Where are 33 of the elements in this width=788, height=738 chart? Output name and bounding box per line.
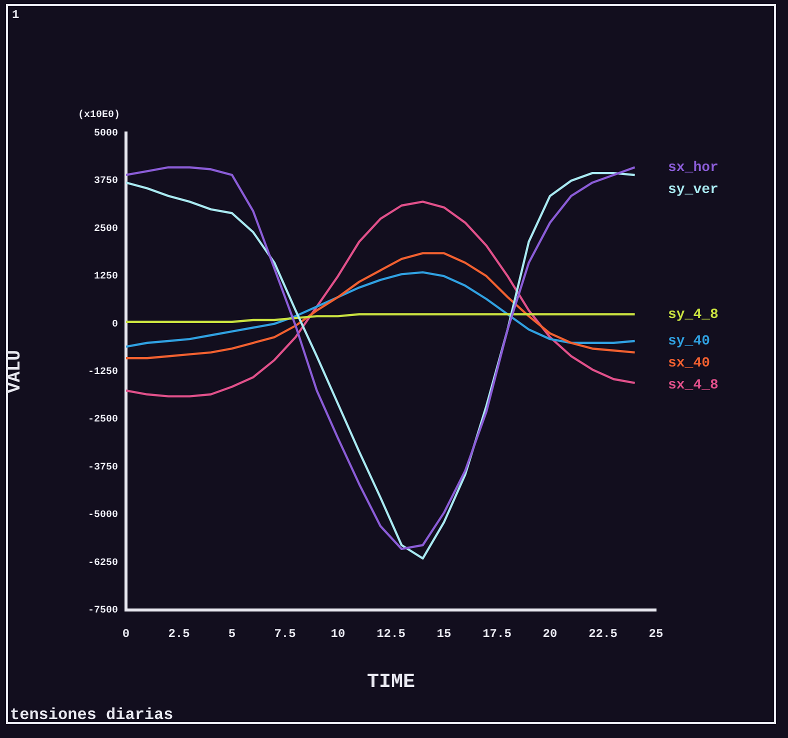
text: sy_40 (668, 334, 710, 350)
x-tick-label: 15 (436, 627, 452, 642)
text: sy_ver (668, 182, 718, 198)
x-tick-label: 17.5 (482, 627, 512, 642)
x-tick-label: 12.5 (376, 627, 406, 642)
x-tick-label: 20 (542, 627, 558, 642)
x-tick-label: 25 (648, 627, 664, 642)
y-tick-label: -7500 (88, 606, 118, 617)
text: 1 (12, 8, 20, 22)
y-tick-label: 1250 (94, 272, 118, 283)
y-tick-label: 2500 (94, 224, 118, 235)
y-tick-label: 0 (112, 319, 118, 330)
y-tick-label: -3750 (88, 462, 118, 474)
text: sx_4_8 (668, 378, 718, 394)
text: tensiones diarias (10, 706, 174, 724)
y-tick-label: 5000 (94, 128, 118, 140)
x-tick-label: 7.5 (274, 627, 296, 642)
x-tick-label: 2.5 (168, 627, 190, 642)
text: sy_4_8 (668, 306, 718, 323)
y-tick-label: -2500 (88, 414, 118, 426)
x-tick-label: 0 (122, 627, 130, 642)
y-tick-label: 3750 (94, 176, 118, 188)
y-tick-label: -1250 (88, 367, 118, 378)
y-tick-label: -5000 (88, 510, 118, 522)
x-tick-label: 5 (228, 627, 236, 642)
y-axis-title: VALU (5, 350, 26, 394)
text: sx_hor (668, 160, 718, 176)
text: sx_40 (668, 356, 710, 372)
x-axis-title: TIME (366, 671, 416, 694)
x-tick-label: 22.5 (588, 627, 618, 642)
text: (x10E0) (78, 110, 120, 121)
x-tick-label: 10 (330, 627, 346, 642)
y-tick-label: -6250 (88, 558, 118, 569)
